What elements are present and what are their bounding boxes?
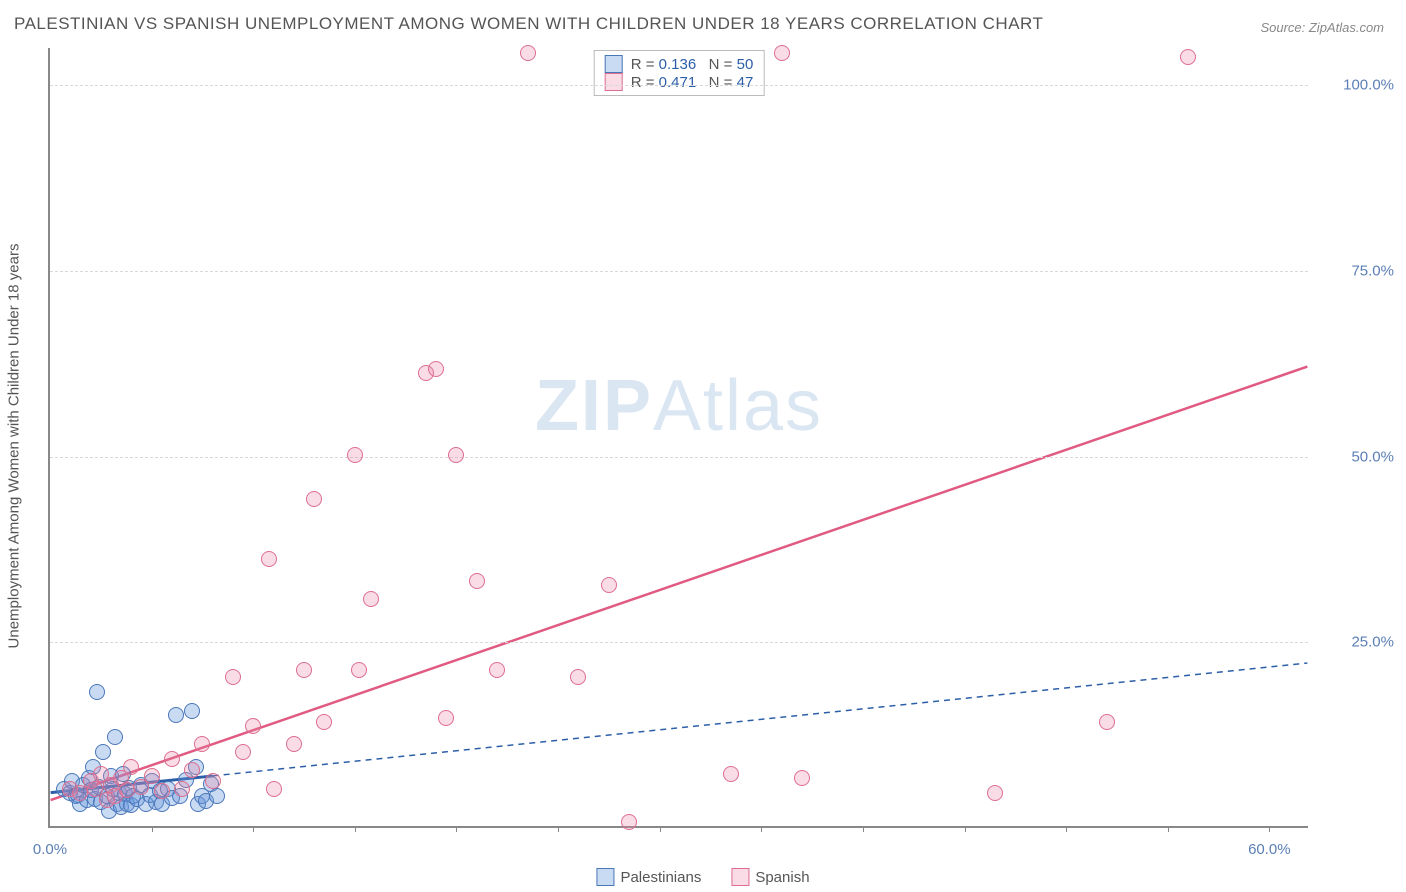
data-point [570, 669, 586, 685]
x-tick [965, 826, 966, 832]
x-tick [1168, 826, 1169, 832]
data-point [520, 45, 536, 61]
x-tick [1066, 826, 1067, 832]
stat-text: R = 0.136 N = 50 [631, 56, 754, 73]
x-tick [660, 826, 661, 832]
legend-item: Palestinians [596, 868, 701, 886]
data-point [987, 785, 1003, 801]
data-point [164, 751, 180, 767]
y-tick-label: 75.0% [1314, 262, 1394, 279]
data-point [123, 759, 139, 775]
x-tick [456, 826, 457, 832]
data-point [261, 551, 277, 567]
gridline [50, 642, 1308, 643]
data-point [194, 736, 210, 752]
series-swatch [731, 868, 749, 886]
y-tick-label: 50.0% [1314, 448, 1394, 465]
legend-bottom: Palestinians Spanish [596, 868, 809, 886]
data-point [266, 781, 282, 797]
gridline [50, 271, 1308, 272]
x-tick [355, 826, 356, 832]
stat-row: R = 0.471 N = 47 [605, 73, 754, 91]
plot-area: ZIPAtlas R = 0.136 N = 50R = 0.471 N = 4… [48, 48, 1308, 828]
legend-label: Spanish [755, 869, 809, 886]
data-point [168, 707, 184, 723]
gridline [50, 457, 1308, 458]
data-point [316, 714, 332, 730]
data-point [469, 573, 485, 589]
series-swatch [605, 55, 623, 73]
legend-label: Palestinians [620, 869, 701, 886]
legend-item: Spanish [731, 868, 809, 886]
data-point [286, 736, 302, 752]
stat-row: R = 0.136 N = 50 [605, 55, 754, 73]
data-point [205, 773, 221, 789]
gridline [50, 85, 1308, 86]
data-point [489, 662, 505, 678]
x-tick-label: 0.0% [33, 841, 67, 858]
x-tick [253, 826, 254, 832]
x-tick [863, 826, 864, 832]
y-tick-label: 100.0% [1314, 77, 1394, 94]
trend-lines [50, 48, 1308, 826]
data-point [306, 491, 322, 507]
y-tick-label: 25.0% [1314, 634, 1394, 651]
data-point [621, 814, 637, 830]
data-point [438, 710, 454, 726]
source-label: Source: ZipAtlas.com [1260, 20, 1384, 35]
x-tick [761, 826, 762, 832]
x-tick [558, 826, 559, 832]
data-point [89, 684, 105, 700]
data-point [723, 766, 739, 782]
watermark: ZIPAtlas [535, 365, 823, 447]
series-swatch [605, 73, 623, 91]
data-point [174, 781, 190, 797]
data-point [235, 744, 251, 760]
data-point [794, 770, 810, 786]
data-point [428, 361, 444, 377]
y-axis-label: Unemployment Among Women with Children U… [6, 244, 23, 649]
data-point [363, 591, 379, 607]
data-point [1180, 49, 1196, 65]
data-point [95, 744, 111, 760]
x-tick [152, 826, 153, 832]
data-point [245, 718, 261, 734]
data-point [351, 662, 367, 678]
data-point [601, 577, 617, 593]
data-point [209, 788, 225, 804]
x-tick [1269, 826, 1270, 832]
data-point [1099, 714, 1115, 730]
data-point [184, 703, 200, 719]
series-swatch [596, 868, 614, 886]
stats-legend-box: R = 0.136 N = 50R = 0.471 N = 47 [594, 50, 765, 96]
data-point [774, 45, 790, 61]
data-point [225, 669, 241, 685]
data-point [154, 783, 170, 799]
data-point [107, 729, 123, 745]
data-point [448, 447, 464, 463]
data-point [144, 768, 160, 784]
data-point [296, 662, 312, 678]
data-point [184, 762, 200, 778]
x-tick-label: 60.0% [1248, 841, 1291, 858]
stat-text: R = 0.471 N = 47 [631, 74, 754, 91]
chart-title: PALESTINIAN VS SPANISH UNEMPLOYMENT AMON… [14, 14, 1043, 34]
data-point [347, 447, 363, 463]
